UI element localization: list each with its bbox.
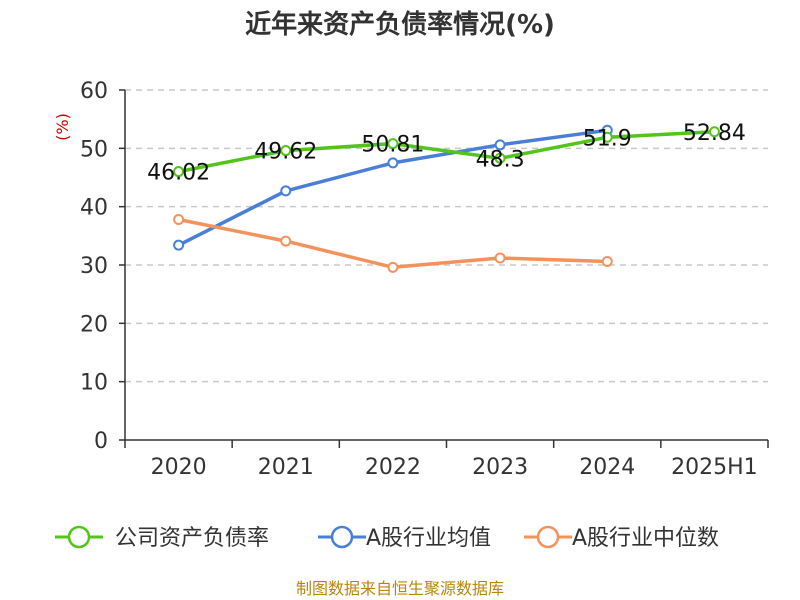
series-point-0: [280, 145, 292, 157]
series-point-1: [173, 239, 185, 251]
source-note: 制图数据来自恒生聚源数据库: [296, 579, 504, 598]
series-point-0: [387, 138, 399, 150]
y-tick-label: 0: [94, 429, 108, 454]
x-tick-label: 2023: [472, 455, 528, 480]
series-point-0: [601, 131, 613, 143]
data-label: 48.3: [476, 147, 525, 172]
y-tick-label: 40: [80, 196, 108, 221]
legend-marker-0: [67, 525, 91, 549]
x-tick-label: 2022: [365, 455, 421, 480]
data-label-layer: 46.02 49.62 50.81 48.3 51.9 52.84: [147, 121, 746, 186]
x-tick-label: 2025H1: [671, 455, 758, 480]
legend: 公司资产负债率 A股行业均值 A股行业中位数: [55, 525, 719, 551]
legend-marker-2: [536, 525, 560, 549]
data-label: 51.9: [583, 126, 632, 151]
data-label: 50.81: [361, 133, 424, 158]
series-point-2: [280, 235, 292, 247]
x-tick-label: 2021: [258, 455, 314, 480]
series-point-2: [494, 252, 506, 264]
data-label: 46.02: [147, 161, 210, 186]
legend-marker-1: [330, 525, 354, 549]
x-tick-label: 2024: [579, 455, 635, 480]
axis-layer: 0 10 20 30 40 50 60 2020 2021 2022 2023 2024 2025H1: [80, 79, 769, 480]
data-label: 52.84: [683, 121, 746, 146]
grid-layer: [125, 89, 768, 383]
series-point-2: [601, 256, 613, 267]
legend-label-0: 公司资产负债率: [115, 526, 269, 551]
series-layer: [173, 124, 720, 273]
data-label: 49.62: [254, 140, 317, 165]
y-tick-label: 10: [80, 371, 108, 396]
y-tick-label: 20: [80, 312, 108, 337]
x-tick-label: 2020: [151, 455, 207, 480]
series-point-0: [173, 166, 185, 178]
series-point-2: [387, 261, 399, 273]
series-point-1: [280, 185, 292, 197]
series-point-1: [387, 157, 399, 169]
series-point-0: [708, 126, 720, 138]
y-tick-label: 30: [80, 254, 108, 279]
series-point-0: [494, 152, 506, 164]
series-line-0: [176, 130, 717, 174]
series-point-2: [173, 214, 185, 225]
legend-label-1: A股行业均值: [366, 526, 491, 551]
chart-title: 近年来资产负债率情况(%): [245, 9, 555, 40]
series-point-1: [494, 139, 506, 151]
y-tick-label: 60: [80, 79, 108, 104]
y-tick-label: 50: [80, 137, 108, 162]
series-line-2: [176, 217, 610, 270]
legend-label-2: A股行业中位数: [572, 526, 719, 551]
y-axis-unit: (%): [53, 113, 72, 141]
